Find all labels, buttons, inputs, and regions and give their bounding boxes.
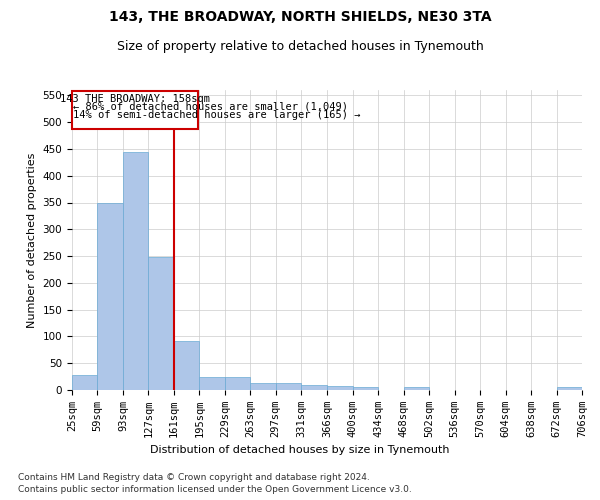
Bar [174,340,199,390]
Bar [97,202,123,390]
Bar [199,376,225,390]
Text: 143 THE BROADWAY: 158sqm: 143 THE BROADWAY: 158sqm [60,94,210,104]
Bar [250,382,276,390]
Text: Contains HM Land Registry data © Crown copyright and database right 2024.: Contains HM Land Registry data © Crown c… [18,472,370,482]
Text: Size of property relative to detached houses in Tynemouth: Size of property relative to detached ho… [116,40,484,53]
Text: Contains public sector information licensed under the Open Government Licence v3: Contains public sector information licen… [18,485,412,494]
Bar [123,152,148,390]
Bar [225,376,250,390]
Y-axis label: Number of detached properties: Number of detached properties [27,152,37,328]
Bar [276,382,301,390]
Bar [72,91,198,128]
Text: ← 86% of detached houses are smaller (1,049): ← 86% of detached houses are smaller (1,… [73,102,349,112]
Bar [328,386,353,390]
Text: Distribution of detached houses by size in Tynemouth: Distribution of detached houses by size … [150,445,450,455]
Bar [404,388,429,390]
Text: 14% of semi-detached houses are larger (165) →: 14% of semi-detached houses are larger (… [73,110,361,120]
Bar [557,388,582,390]
Bar [353,388,378,390]
Bar [148,257,174,390]
Bar [301,384,326,390]
Text: 143, THE BROADWAY, NORTH SHIELDS, NE30 3TA: 143, THE BROADWAY, NORTH SHIELDS, NE30 3… [109,10,491,24]
Bar [72,375,97,390]
